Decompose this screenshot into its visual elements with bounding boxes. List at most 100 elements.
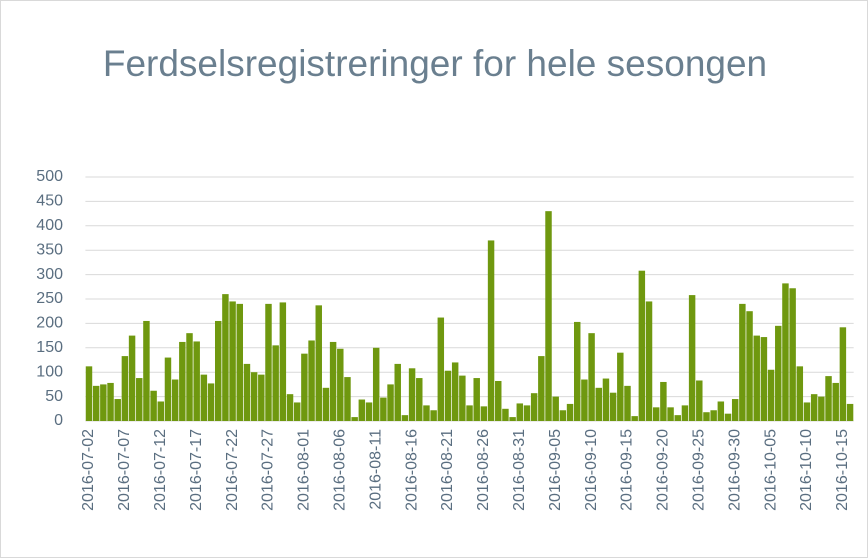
bar: [775, 325, 782, 421]
bar: [624, 385, 631, 421]
bar: [803, 402, 811, 421]
bar: [236, 303, 244, 421]
x-tick-label: 2016-07-12: [152, 429, 169, 511]
bar: [667, 407, 674, 421]
bar: [753, 335, 760, 421]
bar: [301, 353, 308, 421]
y-tick-label: 250: [36, 290, 63, 307]
bar: [315, 305, 322, 421]
x-tick-label: 2016-10-05: [762, 429, 779, 511]
bar: [329, 341, 337, 421]
x-tick-label: 2016-09-20: [655, 429, 672, 511]
bar: [164, 357, 172, 421]
y-tick-label: 50: [45, 388, 63, 405]
bar: [674, 415, 681, 421]
bar: [92, 385, 100, 421]
bar: [473, 378, 480, 421]
bar: [509, 417, 516, 421]
y-tick-label: 450: [36, 193, 63, 210]
x-tick-label: 2016-10-10: [798, 429, 815, 511]
x-tick-label: 2016-08-16: [403, 429, 420, 511]
x-tick-label: 2016-07-17: [188, 429, 205, 511]
bar: [322, 387, 330, 421]
bar: [372, 347, 380, 421]
x-tick-label: 2016-09-05: [547, 429, 564, 511]
bar: [430, 410, 437, 421]
bar: [258, 374, 265, 421]
bar: [581, 379, 588, 421]
bar: [416, 378, 423, 421]
bar: [279, 302, 287, 421]
bar: [523, 405, 531, 421]
y-tick-label: 100: [36, 363, 63, 380]
bar: [222, 294, 229, 421]
y-tick-label: 150: [36, 339, 63, 356]
bar: [423, 405, 430, 421]
bar: [796, 366, 804, 421]
x-tick-label: 2016-08-31: [511, 429, 528, 511]
x-tick-label: 2016-08-26: [475, 429, 492, 511]
bar: [380, 397, 387, 421]
bar: [179, 341, 186, 421]
bar: [825, 376, 832, 421]
x-tick-label: 2016-07-27: [260, 429, 277, 511]
bar: [85, 366, 93, 421]
bar: [150, 390, 157, 421]
bar: [308, 340, 315, 421]
chart-title: Ferdselsregistreringer for hele sesongen: [102, 43, 768, 84]
bar: [818, 396, 825, 421]
y-tick-label: 300: [36, 266, 63, 283]
x-tick-label: 2016-08-01: [296, 429, 313, 511]
bar: [696, 380, 703, 421]
bar: [214, 320, 222, 421]
y-tick-label: 500: [36, 168, 63, 185]
bar: [487, 240, 495, 421]
y-tick-label: 400: [36, 217, 63, 234]
bar: [645, 301, 653, 421]
bar: [121, 356, 129, 421]
bar: [617, 352, 624, 421]
y-tick-label: 350: [36, 241, 63, 258]
bar: [660, 381, 667, 421]
bar: [609, 392, 617, 421]
x-tick-label: 2016-10-15: [834, 429, 851, 511]
bar: [114, 399, 121, 421]
bar: [444, 370, 452, 421]
bar: [344, 377, 351, 421]
y-tick-label: 0: [54, 412, 63, 429]
bar: [846, 403, 854, 421]
bar: [588, 333, 595, 421]
bar: [530, 393, 538, 421]
bar: [573, 321, 581, 421]
x-tick-label: 2016-09-15: [619, 429, 636, 511]
bar: [265, 303, 272, 421]
bar: [171, 379, 179, 421]
bar: [243, 363, 251, 421]
bar: [538, 356, 545, 421]
bar: [710, 410, 717, 421]
bar: [100, 384, 107, 421]
x-tick-label: 2016-08-11: [367, 429, 384, 510]
bar: [293, 402, 301, 421]
bar: [552, 396, 559, 421]
bar: [638, 270, 646, 421]
bar: [480, 406, 488, 421]
x-tick-label: 2016-07-22: [224, 429, 241, 511]
bar: [401, 415, 409, 421]
bar: [566, 403, 574, 421]
bar: [839, 327, 847, 421]
bar: [229, 301, 236, 421]
bar: [717, 401, 725, 421]
bar: [602, 378, 610, 421]
x-tick-label: 2016-08-21: [439, 429, 456, 511]
bar: [107, 382, 114, 421]
bar: [688, 295, 696, 421]
bar: [681, 405, 689, 421]
x-tick-label: 2016-09-10: [583, 429, 600, 511]
bar: [157, 401, 165, 421]
bar: [746, 311, 753, 421]
y-tick-label: 200: [36, 315, 63, 332]
bar: [516, 403, 524, 421]
